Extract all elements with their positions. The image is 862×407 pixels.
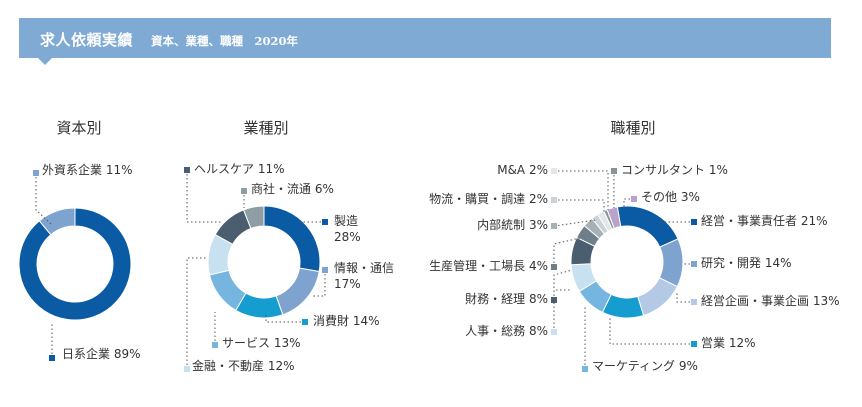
legend-marker: [551, 168, 557, 174]
slice-label: コンサルタント 1%: [621, 163, 728, 177]
slice-label: 研究・開発 14%: [701, 255, 792, 270]
legend-marker: [33, 170, 39, 176]
slice-label: その他 3%: [641, 190, 700, 204]
leader-line: [553, 269, 573, 300]
leader-line: [609, 318, 694, 345]
legend-marker: [212, 342, 218, 348]
legend-marker: [691, 341, 697, 347]
legend-marker: [49, 355, 55, 361]
legend-marker: [302, 319, 308, 325]
legend-marker: [631, 196, 637, 202]
slice-label: 日系企業 89%: [62, 346, 141, 361]
slice-label: M&A 2%: [497, 163, 548, 177]
legend-marker: [582, 366, 588, 372]
slice-label: 経営・事業責任者 21%: [701, 214, 828, 228]
legend-marker: [691, 261, 697, 267]
header-banner: [19, 18, 831, 58]
leader-line: [35, 173, 52, 225]
legend-marker: [691, 219, 697, 225]
chart-title: 業種別: [243, 119, 288, 137]
leader-line: [265, 315, 305, 323]
chart-title: 職種別: [610, 119, 655, 137]
page-title: 求人依頼実績: [40, 31, 134, 49]
slice-label: 営業 12%: [701, 336, 756, 350]
slice-label: 内部統制 3%: [477, 217, 548, 232]
slice-label: 生産管理・工場長 4%: [429, 258, 548, 273]
legend-marker: [184, 366, 190, 372]
slice-label: マーケティング 9%: [592, 359, 698, 373]
leader-line: [676, 292, 694, 303]
legend-marker: [551, 329, 557, 335]
slice-label: 人事・総務 8%: [465, 324, 548, 338]
slice-1: [18, 207, 132, 321]
slice-label: 商社・流通 6%: [251, 181, 334, 196]
leader-line: [313, 270, 326, 297]
legend-marker: [322, 267, 328, 273]
slice-label: 外資系企業 11%: [42, 162, 133, 177]
header-banner-notch: [38, 58, 52, 65]
slice-label: サービス 13%: [222, 336, 301, 350]
legend-marker: [551, 197, 557, 203]
legend-marker: [241, 188, 247, 194]
slice-2: [38, 207, 76, 236]
leader-line: [553, 219, 597, 227]
slice-7: [242, 205, 265, 230]
slice-label: 情報・通信 17%: [334, 261, 394, 291]
slice-label: 財務・経理 8%: [465, 291, 548, 306]
legend-marker: [551, 297, 557, 303]
legend-marker: [691, 299, 697, 305]
legend-marker: [551, 223, 557, 229]
leader-line: [554, 199, 605, 214]
slice-2: [275, 267, 320, 316]
slice-3: [637, 277, 679, 317]
leader-line: [623, 198, 634, 208]
slice-label: 製造 28%: [334, 214, 361, 244]
legend-marker: [184, 167, 190, 173]
chart-title: 資本別: [56, 119, 101, 137]
slice-label: 物流・購買・調達 2%: [429, 192, 548, 206]
legend-marker: [551, 264, 557, 270]
leader-line: [186, 257, 208, 369]
page-subtitle: 資本、業種、職種 2020年: [151, 34, 299, 48]
leader-line: [186, 170, 223, 223]
leader-line: [553, 289, 572, 332]
leader-line: [553, 237, 581, 267]
slice-13: [606, 206, 622, 229]
slice-label: 消費財 14%: [313, 313, 380, 328]
legend-marker: [322, 219, 328, 225]
slice-label: 金融・不動産 12%: [192, 358, 295, 373]
slice-label: ヘルスケア 11%: [194, 162, 285, 176]
slice-1: [263, 205, 321, 273]
leader-line: [554, 170, 609, 210]
slice-label: 経営企画・事業企画 13%: [701, 293, 840, 308]
legend-marker: [611, 168, 617, 174]
slice-1: [616, 205, 679, 248]
